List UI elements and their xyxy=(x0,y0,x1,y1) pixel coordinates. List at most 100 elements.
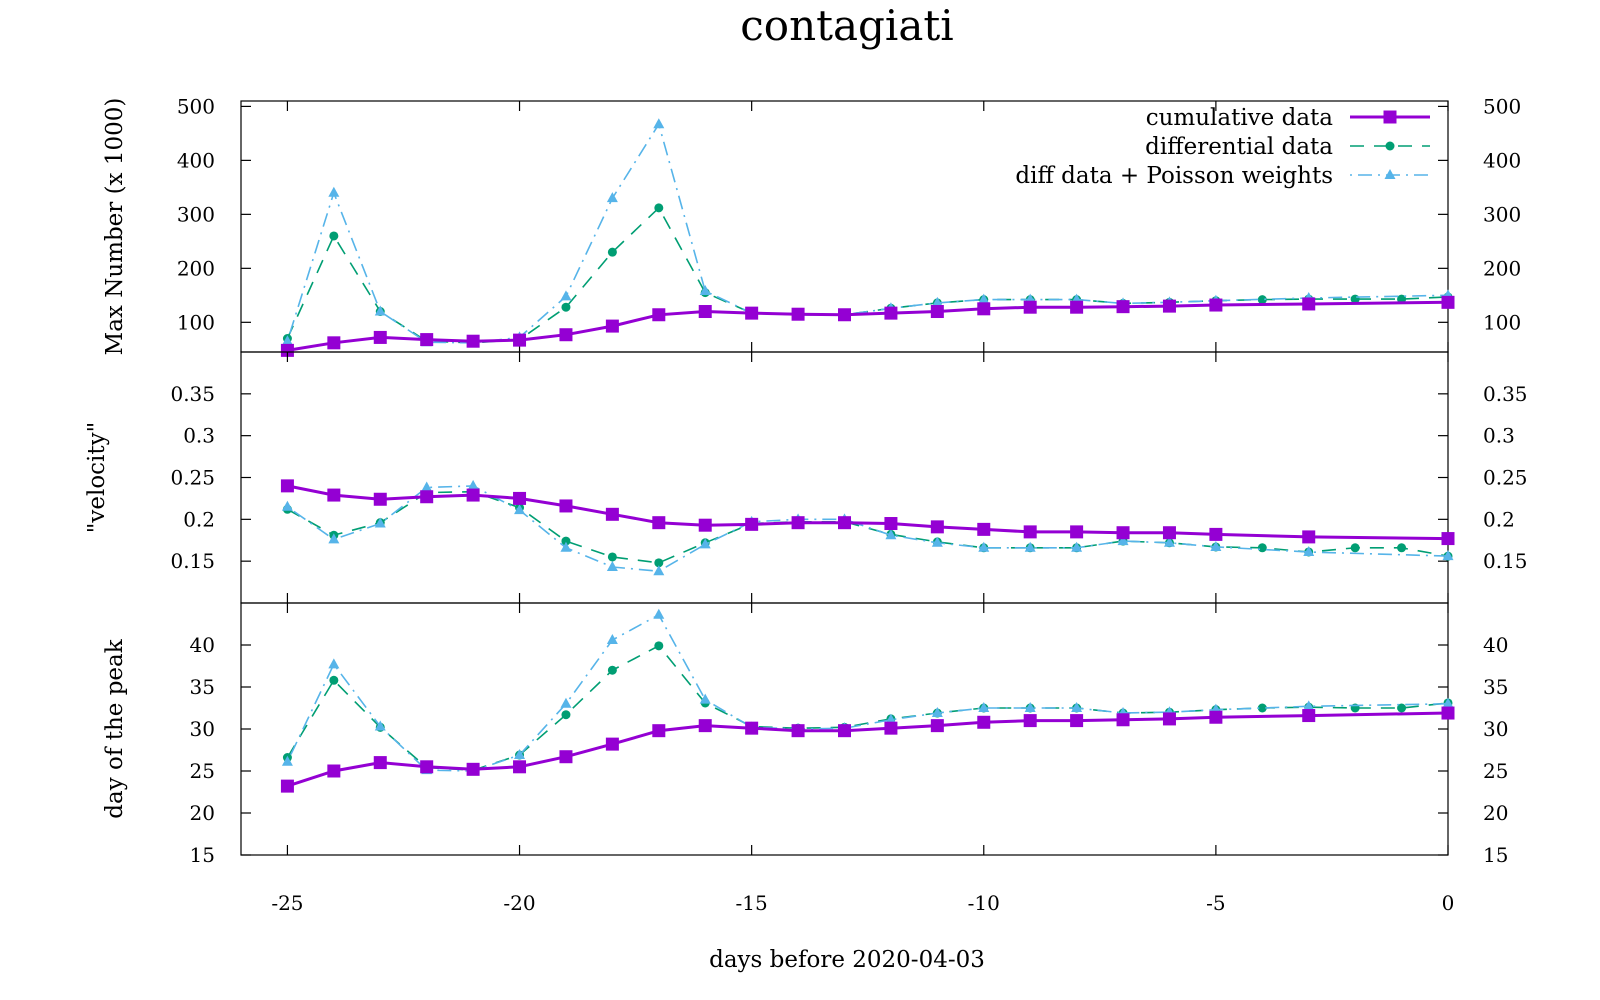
series-circle xyxy=(282,487,1453,568)
data-point xyxy=(1071,702,1083,712)
data-point xyxy=(1070,300,1084,314)
data-point xyxy=(327,488,341,502)
y-tick-label: 15 xyxy=(190,843,215,867)
data-point xyxy=(420,333,434,347)
data-point xyxy=(1070,525,1084,539)
data-point xyxy=(1302,709,1316,723)
data-point xyxy=(420,760,434,774)
data-point xyxy=(977,715,991,729)
data-point xyxy=(652,516,666,530)
data-point xyxy=(280,479,294,493)
data-point xyxy=(606,561,618,572)
data-point xyxy=(374,720,386,731)
data-point xyxy=(654,558,664,568)
data-point xyxy=(514,504,526,515)
y-tick-label: 40 xyxy=(190,633,215,657)
data-point xyxy=(280,779,294,793)
data-point xyxy=(977,522,991,536)
data-point xyxy=(514,749,526,760)
data-point xyxy=(467,479,479,490)
x-tick-label: -20 xyxy=(503,891,535,915)
data-point xyxy=(373,330,387,344)
data-point xyxy=(1023,714,1037,728)
data-point xyxy=(699,538,711,549)
data-point xyxy=(1116,300,1130,314)
data-point xyxy=(559,328,573,342)
y-tick-label: 300 xyxy=(177,202,215,226)
data-point xyxy=(466,762,480,776)
data-point xyxy=(328,186,340,197)
y-tick-label-right: 20 xyxy=(1483,801,1508,825)
data-point xyxy=(1070,714,1084,728)
series-triangle xyxy=(281,608,1454,775)
data-point xyxy=(699,285,711,296)
panel-3: 15 15 20 20 25 25 30 30 35 35 40 40 day of the peak xyxy=(102,602,1508,867)
data-point xyxy=(653,118,665,129)
data-point xyxy=(1303,700,1315,711)
data-point xyxy=(1442,697,1454,708)
data-point xyxy=(280,343,294,357)
data-point xyxy=(884,306,898,320)
data-point xyxy=(978,541,990,552)
series-circle xyxy=(282,203,1453,348)
y-tick-label: 0.35 xyxy=(170,382,215,406)
data-point xyxy=(885,713,897,724)
panel-2: 0.15 0.15 0.2 0.2 0.25 0.25 0.3 0.3 0.35 0.35 "vel… xyxy=(84,351,1528,604)
y-axis-title: "velocity" xyxy=(84,422,110,533)
data-point xyxy=(885,529,897,540)
y-tick-label-right: 200 xyxy=(1483,256,1521,280)
data-point xyxy=(745,306,759,320)
data-point xyxy=(281,335,293,346)
data-point xyxy=(1257,543,1267,553)
data-point xyxy=(652,308,666,322)
y-tick-label-right: 25 xyxy=(1483,759,1508,783)
y-tick-label-right: 35 xyxy=(1483,675,1508,699)
y-tick-label: 500 xyxy=(177,94,215,118)
data-point xyxy=(329,231,339,241)
series-square xyxy=(280,295,1455,357)
data-point xyxy=(1162,526,1176,540)
data-point xyxy=(1441,706,1455,720)
data-point xyxy=(420,490,434,504)
y-tick-label-right: 15 xyxy=(1483,843,1508,867)
data-point xyxy=(1117,535,1129,546)
data-point xyxy=(1209,298,1223,312)
data-point xyxy=(561,710,571,720)
data-point xyxy=(791,516,805,530)
x-tick-label: -5 xyxy=(1206,891,1225,915)
data-point xyxy=(1257,295,1267,305)
data-point xyxy=(1209,527,1223,541)
y-tick-label-right: 30 xyxy=(1483,717,1508,741)
data-point xyxy=(1116,713,1130,727)
series-square xyxy=(280,479,1455,546)
data-point xyxy=(698,719,712,733)
legend-swatch-marker xyxy=(1385,141,1395,151)
chart-title: contagiati xyxy=(740,1,953,50)
data-point xyxy=(699,693,711,704)
data-point xyxy=(373,492,387,506)
series-line xyxy=(286,206,1449,344)
data-point xyxy=(374,305,386,316)
data-point xyxy=(1257,703,1267,713)
data-point xyxy=(605,507,619,521)
y-tick-label: 100 xyxy=(177,310,215,334)
data-point xyxy=(1442,550,1454,561)
data-point xyxy=(607,552,617,562)
y-tick-label: 200 xyxy=(177,256,215,280)
data-point xyxy=(654,641,664,651)
x-tick-label: -10 xyxy=(968,891,1000,915)
data-point xyxy=(838,724,851,738)
data-point xyxy=(466,488,480,502)
y-tick-label: 20 xyxy=(190,801,215,825)
y-tick-label-right: 100 xyxy=(1483,310,1521,334)
data-point xyxy=(653,565,665,576)
data-point xyxy=(374,517,386,528)
data-point xyxy=(931,536,943,547)
data-point xyxy=(421,481,433,492)
data-point xyxy=(1302,297,1316,311)
legend-swatch-marker xyxy=(1383,110,1397,124)
data-point xyxy=(1397,703,1407,713)
y-tick-label-right: 0.2 xyxy=(1483,507,1515,531)
data-point xyxy=(838,308,851,322)
